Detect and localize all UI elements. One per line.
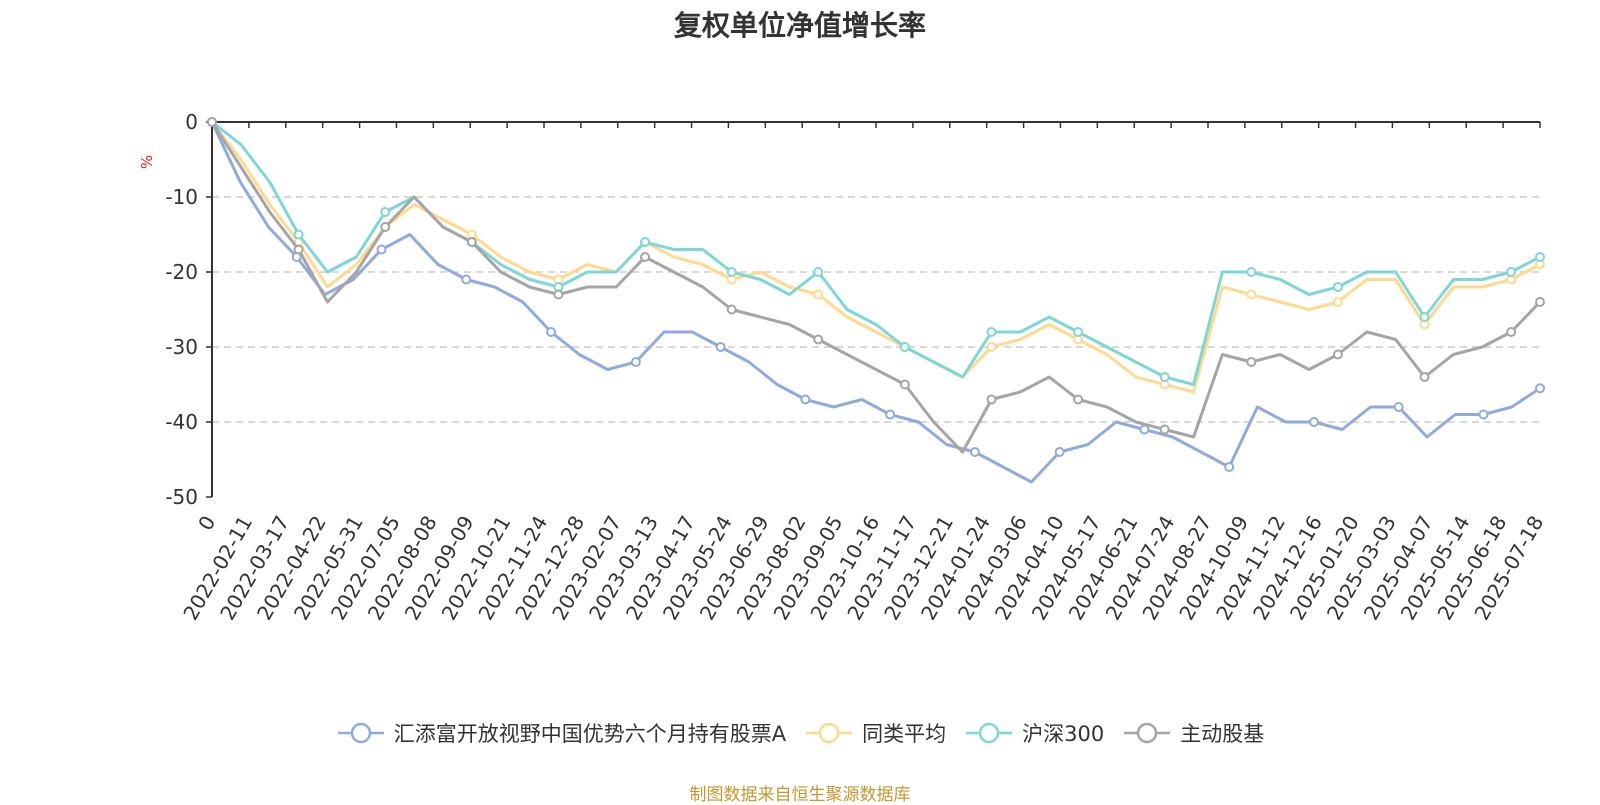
y-tick-label: -10 <box>165 185 198 209</box>
series-point <box>1393 402 1404 412</box>
legend-item-2[interactable]: 沪深300 <box>964 718 1104 748</box>
series-point <box>1246 267 1257 277</box>
series-point <box>800 394 811 405</box>
series-point <box>461 274 472 285</box>
series-point <box>986 394 997 405</box>
legend: 汇添富开放视野中国优势六个月持有股票A 同类平均 沪深300 主动股基 <box>0 718 1600 748</box>
series-point <box>1159 424 1170 435</box>
legend-item-0[interactable]: 汇添富开放视野中国优势六个月持有股票A <box>336 718 786 748</box>
series-point <box>1073 394 1084 405</box>
series-point <box>899 379 910 390</box>
y-tick-label: -40 <box>165 410 198 434</box>
series-line-2 <box>211 120 1541 386</box>
legend-symbol <box>966 722 1013 744</box>
x-tick-label: 0 <box>193 512 220 535</box>
legend-symbol <box>806 722 853 744</box>
y-axis-unit-label: % <box>138 155 156 169</box>
y-tick-label: -50 <box>165 485 198 509</box>
series-point <box>380 207 391 217</box>
series-point <box>1332 349 1343 360</box>
series-point <box>380 222 391 232</box>
series-point <box>1246 357 1257 367</box>
series-point <box>885 409 896 420</box>
series-line-3 <box>210 121 1542 454</box>
series-point <box>1506 327 1517 337</box>
series-point <box>726 267 737 277</box>
series-point <box>1224 462 1235 472</box>
series-point <box>1535 252 1545 262</box>
series-point <box>1159 372 1170 382</box>
series-point <box>293 229 304 240</box>
legend-symbol <box>1124 722 1171 744</box>
series-point <box>1506 267 1517 277</box>
series-point <box>1073 327 1084 337</box>
legend-label: 汇添富开放视野中国优势六个月持有股票A <box>393 722 787 746</box>
legend-symbol <box>337 722 384 744</box>
legend-label: 主动股基 <box>1180 722 1265 746</box>
series-point <box>546 327 557 337</box>
series-point <box>813 267 824 277</box>
series-point <box>1419 372 1430 382</box>
series-point <box>466 237 477 247</box>
series-point <box>640 252 651 262</box>
series-point <box>813 289 824 300</box>
series-point <box>986 342 997 352</box>
y-tick-label: 0 <box>185 110 198 134</box>
y-axis-tick-labels: 0 -10 -20 -30 -40 -50 <box>165 110 198 509</box>
series-point <box>553 289 564 300</box>
series-point <box>1246 289 1257 300</box>
series-point <box>986 327 997 337</box>
line-chart: % 0 -10 -20 -30 -40 -50 02022-02-112022-03-17… <box>138 110 1548 624</box>
series-point <box>726 304 737 315</box>
legend-label: 沪深300 <box>1022 722 1105 746</box>
gridlines <box>212 196 1540 423</box>
legend-label: 同类平均 <box>862 722 947 746</box>
series-point <box>899 342 910 352</box>
series-point <box>1535 297 1545 307</box>
series-point <box>1535 383 1545 394</box>
series-point <box>969 447 980 457</box>
series-point <box>715 342 726 352</box>
series-lines <box>207 117 1545 484</box>
series-point <box>813 334 824 345</box>
axes <box>206 121 1541 498</box>
chart-title: 复权单位净值增长率 <box>673 9 926 42</box>
x-axis-tick-labels: 02022-02-112022-03-172022-04-222022-05-3… <box>178 511 1548 624</box>
series-point <box>1478 409 1489 420</box>
series-line-1 <box>210 121 1541 394</box>
series-point <box>630 357 641 367</box>
series-point <box>640 237 651 247</box>
y-tick-label: -30 <box>165 335 198 359</box>
legend-item-1[interactable]: 同类平均 <box>804 718 946 748</box>
series-point <box>376 244 387 255</box>
series-point <box>293 244 304 255</box>
series-point <box>1139 424 1150 435</box>
series-point <box>1332 297 1343 307</box>
series-point <box>1308 417 1319 427</box>
y-tick-label: -20 <box>165 260 198 284</box>
series-point <box>1332 282 1343 292</box>
legend-item-3[interactable]: 主动股基 <box>1122 718 1264 748</box>
series-point <box>1054 447 1065 457</box>
series-point <box>1419 312 1430 322</box>
source-note: 制图数据来自恒生聚源数据库 <box>689 785 911 805</box>
series-point <box>207 117 217 127</box>
